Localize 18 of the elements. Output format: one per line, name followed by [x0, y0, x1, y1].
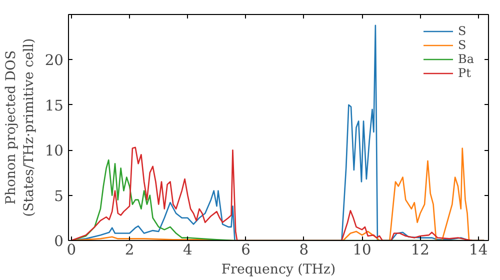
legend-label: S	[458, 24, 468, 38]
x-tick-label: 4	[183, 242, 192, 258]
y-tick-label: 15	[44, 97, 64, 114]
x-axis-title: Frequency (THz)	[221, 262, 336, 278]
x-tick-label: 12	[410, 242, 430, 258]
y-tick-label: 5	[54, 188, 64, 205]
x-tick-label: 6	[241, 242, 250, 258]
legend-label: Ba	[458, 52, 475, 66]
y-tick-label: 20	[44, 52, 64, 70]
legend-label: Pt	[458, 66, 472, 80]
x-tick-label: 8	[299, 242, 309, 258]
y-axis-title: Phonon projected DOS (States/THz·primitive cell)	[4, 38, 37, 217]
y-tick-label: 10	[44, 142, 64, 160]
x-tick-label: 14	[469, 242, 488, 258]
x-tick-label: 2	[124, 242, 134, 258]
legend-label: S	[458, 38, 468, 52]
x-tick-label: 10	[352, 242, 372, 258]
x-tick-label: 0	[66, 242, 76, 258]
